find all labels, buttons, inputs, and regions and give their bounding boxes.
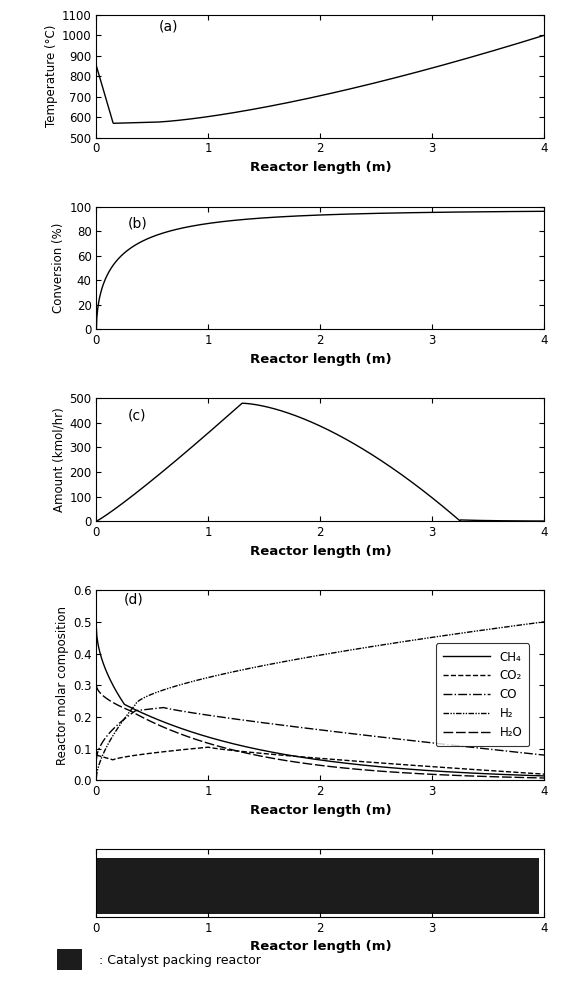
Line: CO: CO xyxy=(96,708,544,760)
CH₄ xyxy=(93,622,100,634)
CO xyxy=(274,719,281,731)
H₂ xyxy=(93,771,100,783)
CO₂ xyxy=(93,749,100,761)
X-axis label: Reactor length (m): Reactor length (m) xyxy=(249,353,391,366)
Line: CH₄: CH₄ xyxy=(96,628,544,776)
Text: (d): (d) xyxy=(123,593,143,606)
H₂O xyxy=(541,772,548,784)
H₂ xyxy=(400,636,407,648)
CO xyxy=(93,754,100,766)
Line: CO₂: CO₂ xyxy=(96,747,544,774)
CO xyxy=(443,739,450,750)
Y-axis label: Temperature (°C): Temperature (°C) xyxy=(45,25,58,127)
CH₄ xyxy=(400,763,407,775)
H₂ xyxy=(290,654,297,666)
X-axis label: Reactor length (m): Reactor length (m) xyxy=(249,544,391,557)
CH₄ xyxy=(450,766,457,778)
H₂ xyxy=(450,628,457,640)
Text: (c): (c) xyxy=(128,408,146,422)
CH₄ xyxy=(290,750,297,762)
X-axis label: Reactor length (m): Reactor length (m) xyxy=(249,941,391,953)
H₂ xyxy=(541,616,548,628)
CH₄ xyxy=(274,747,281,759)
CO₂ xyxy=(443,762,450,774)
Y-axis label: Amount (kmol/hr): Amount (kmol/hr) xyxy=(52,407,65,512)
CO xyxy=(451,740,458,751)
H₂ xyxy=(442,629,449,641)
Y-axis label: Conversion (%): Conversion (%) xyxy=(52,223,65,314)
CO xyxy=(401,734,408,745)
CO₂ xyxy=(274,749,281,761)
CO₂ xyxy=(139,748,146,760)
H₂O xyxy=(442,769,449,781)
Line: H₂: H₂ xyxy=(96,622,544,777)
CO xyxy=(541,749,548,761)
CH₄ xyxy=(541,770,548,782)
X-axis label: Reactor length (m): Reactor length (m) xyxy=(249,161,391,175)
H₂O xyxy=(274,753,281,765)
CH₄ xyxy=(139,707,146,719)
Text: (a): (a) xyxy=(159,20,179,34)
H₂ xyxy=(274,657,281,669)
CO₂ xyxy=(451,762,458,774)
CO xyxy=(160,702,167,714)
H₂O xyxy=(400,767,407,779)
H₂O xyxy=(450,769,457,781)
Text: (b): (b) xyxy=(128,217,147,231)
CO xyxy=(291,721,298,733)
CO₂ xyxy=(541,768,548,780)
CO₂ xyxy=(401,759,408,771)
CO₂ xyxy=(205,741,211,753)
Legend: CH₄, CO₂, CO, H₂, H₂O: CH₄, CO₂, CO, H₂, H₂O xyxy=(436,644,530,746)
X-axis label: Reactor length (m): Reactor length (m) xyxy=(249,804,391,817)
CO xyxy=(139,704,146,716)
H₂ xyxy=(139,693,146,705)
H₂O xyxy=(290,756,297,768)
Line: H₂O: H₂O xyxy=(96,685,544,778)
CO₂ xyxy=(291,750,298,762)
CH₄ xyxy=(442,766,449,778)
Text: : Catalyst packing reactor: : Catalyst packing reactor xyxy=(99,953,261,967)
H₂O xyxy=(93,679,100,691)
Bar xyxy=(96,858,539,914)
Y-axis label: Reactor molar composition: Reactor molar composition xyxy=(56,605,69,765)
H₂O xyxy=(139,711,146,723)
